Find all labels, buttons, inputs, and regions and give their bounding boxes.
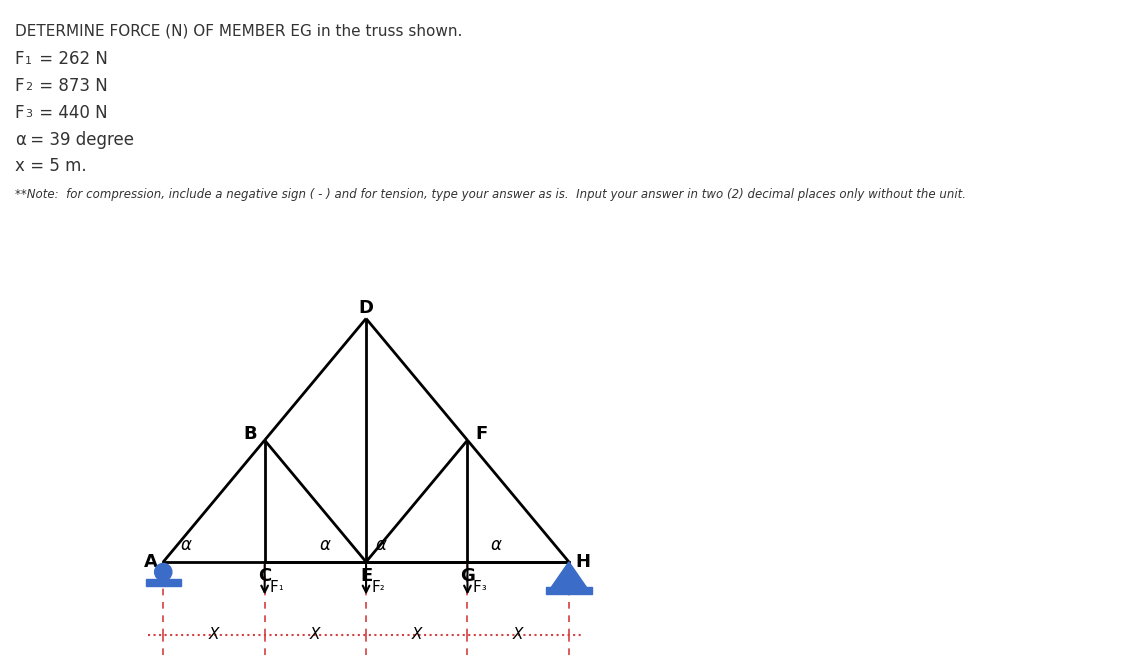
Text: DETERMINE FORCE (N) OF MEMBER EG in the truss shown.: DETERMINE FORCE (N) OF MEMBER EG in the … — [15, 23, 462, 38]
Text: X: X — [310, 627, 320, 643]
Text: α: α — [376, 536, 386, 554]
Text: = 262 N: = 262 N — [34, 50, 108, 68]
Text: = 873 N: = 873 N — [34, 77, 108, 95]
Text: F: F — [270, 580, 278, 595]
Text: X: X — [412, 627, 422, 643]
Polygon shape — [551, 562, 587, 588]
Text: F: F — [475, 425, 488, 443]
Text: α: α — [490, 536, 502, 554]
Text: = 440 N: = 440 N — [34, 104, 108, 122]
Text: C: C — [258, 567, 271, 585]
Text: ₁: ₁ — [278, 582, 283, 592]
Text: α: α — [320, 536, 331, 554]
Text: α: α — [15, 131, 26, 149]
Text: α: α — [180, 536, 192, 554]
Text: D: D — [359, 299, 374, 318]
Text: F: F — [15, 77, 24, 95]
Text: X: X — [513, 627, 523, 643]
Text: 2: 2 — [25, 82, 32, 92]
Text: ₃: ₃ — [481, 582, 486, 592]
Text: F: F — [15, 104, 24, 122]
Text: x: x — [15, 157, 25, 176]
Text: E: E — [360, 567, 372, 585]
Text: 1: 1 — [25, 56, 32, 66]
Text: = 39 degree: = 39 degree — [25, 131, 135, 149]
Text: A: A — [144, 553, 158, 571]
Bar — [146, 579, 181, 586]
Text: F: F — [473, 580, 481, 595]
Text: = 5 m.: = 5 m. — [25, 157, 87, 176]
Text: 3: 3 — [25, 109, 32, 119]
Text: F: F — [372, 580, 380, 595]
Text: F: F — [15, 50, 24, 68]
Bar — [546, 587, 592, 594]
Text: ₂: ₂ — [380, 582, 384, 592]
Text: B: B — [244, 425, 258, 443]
Text: G: G — [461, 567, 475, 585]
Circle shape — [155, 563, 172, 581]
Text: H: H — [576, 553, 591, 571]
Text: **Note:  for compression, include a negative sign ( - ) and for tension, type yo: **Note: for compression, include a negat… — [15, 188, 966, 200]
Text: X: X — [209, 627, 219, 643]
